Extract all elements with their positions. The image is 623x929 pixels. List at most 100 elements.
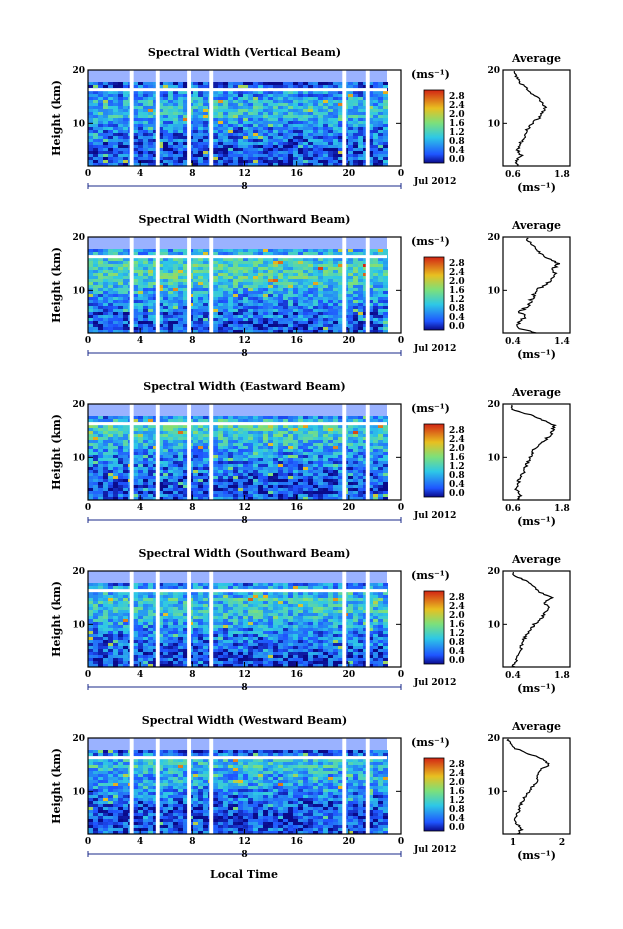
heatmap-cell bbox=[308, 437, 313, 440]
heatmap-cell bbox=[258, 279, 263, 282]
heatmap-cell bbox=[233, 130, 238, 133]
heatmap-cell bbox=[308, 252, 313, 255]
heatmap-cell bbox=[318, 431, 323, 434]
heatmap-cell bbox=[218, 425, 223, 428]
heatmap-cell bbox=[268, 112, 273, 115]
heatmap-cell bbox=[333, 273, 338, 276]
heatmap-cell bbox=[143, 112, 148, 115]
heatmap-cell bbox=[223, 252, 228, 255]
heatmap-cell bbox=[253, 142, 258, 145]
heatmap-cell bbox=[348, 249, 353, 252]
heatmap-cell bbox=[338, 151, 343, 154]
heatmap-cell bbox=[143, 464, 148, 467]
heatmap-cell bbox=[158, 124, 163, 127]
heatmap-cell bbox=[348, 494, 353, 497]
heatmap-cell bbox=[263, 309, 268, 312]
heatmap-cell bbox=[353, 479, 358, 482]
heatmap-cell bbox=[158, 479, 163, 482]
heatmap-cell bbox=[193, 157, 198, 160]
heatmap-cell bbox=[158, 449, 163, 452]
heatmap-cell bbox=[198, 473, 203, 476]
heatmap-cell bbox=[108, 163, 113, 166]
heatmap-cell bbox=[93, 300, 98, 303]
heatmap-cell bbox=[233, 252, 238, 255]
heatmap-cell bbox=[103, 488, 108, 491]
heatmap-cell bbox=[218, 327, 223, 330]
heatmap-cell bbox=[168, 106, 173, 109]
heatmap-cell bbox=[348, 118, 353, 121]
heatmap-cell bbox=[338, 115, 343, 118]
heatmap-cell bbox=[313, 163, 318, 166]
heatmap-cell bbox=[93, 288, 98, 291]
heatmap-cell bbox=[293, 127, 298, 130]
heatmap-cell bbox=[153, 282, 158, 285]
heatmap-cell bbox=[168, 479, 173, 482]
heatmap-cell bbox=[193, 491, 198, 494]
heatmap-cell bbox=[278, 258, 283, 261]
heatmap-cell bbox=[263, 139, 268, 142]
heatmap-cell bbox=[218, 318, 223, 321]
heatmap-cell bbox=[303, 157, 308, 160]
heatmap-cell bbox=[378, 85, 383, 88]
heatmap-cell bbox=[148, 145, 153, 148]
heatmap-cell bbox=[268, 148, 273, 151]
heatmap-cell bbox=[163, 479, 168, 482]
heatmap-cell bbox=[383, 109, 388, 112]
heatmap-cell bbox=[143, 94, 148, 97]
heatmap-cell bbox=[268, 485, 273, 488]
heatmap-cell bbox=[268, 94, 273, 97]
heatmap-cell bbox=[308, 121, 313, 124]
heatmap-cell bbox=[223, 282, 228, 285]
heatmap-cell bbox=[183, 109, 188, 112]
heatmap-cell bbox=[113, 157, 118, 160]
heatmap-cell bbox=[238, 452, 243, 455]
heatmap-cell bbox=[328, 264, 333, 267]
heatmap-cell bbox=[163, 142, 168, 145]
heatmap-cell bbox=[138, 85, 143, 88]
heatmap-cell bbox=[273, 133, 278, 136]
heatmap-cell bbox=[203, 97, 208, 100]
heatmap-cell bbox=[263, 425, 268, 428]
heatmap-cell bbox=[248, 437, 253, 440]
heatmap-cell bbox=[108, 303, 113, 306]
heatmap-cell bbox=[308, 470, 313, 473]
heatmap-cell bbox=[348, 276, 353, 279]
heatmap-cell bbox=[183, 118, 188, 121]
heatmap-cell bbox=[108, 127, 113, 130]
heatmap-cell bbox=[173, 258, 178, 261]
heatmap-cell bbox=[193, 115, 198, 118]
heatmap-cell bbox=[353, 258, 358, 261]
heatmap-cell bbox=[338, 82, 343, 85]
heatmap-cell bbox=[218, 315, 223, 318]
heatmap-cell bbox=[253, 303, 258, 306]
heatmap-cell bbox=[233, 139, 238, 142]
heatmap-cell bbox=[328, 261, 333, 264]
heatmap-cell bbox=[198, 94, 203, 97]
heatmap-cell bbox=[288, 115, 293, 118]
heatmap-cell bbox=[153, 297, 158, 300]
heatmap-cell bbox=[313, 446, 318, 449]
heatmap-cell bbox=[268, 491, 273, 494]
heatmap-cell bbox=[93, 100, 98, 103]
heatmap-cell bbox=[98, 163, 103, 166]
heatmap-cell bbox=[118, 121, 123, 124]
heatmap-cell bbox=[243, 461, 248, 464]
heatmap-cell bbox=[123, 324, 128, 327]
heatmap-cell bbox=[113, 303, 118, 306]
heatmap-cell bbox=[138, 485, 143, 488]
heatmap-cell bbox=[228, 416, 233, 419]
heatmap-cell bbox=[303, 288, 308, 291]
heatmap-cell bbox=[258, 458, 263, 461]
heatmap-cell bbox=[293, 476, 298, 479]
heatmap-cell bbox=[378, 121, 383, 124]
heatmap-cell bbox=[98, 297, 103, 300]
heatmap-cell bbox=[338, 464, 343, 467]
heatmap-cell bbox=[373, 270, 378, 273]
heatmap-cell bbox=[158, 258, 163, 261]
heatmap-cell bbox=[88, 437, 93, 440]
heatmap-cell bbox=[193, 461, 198, 464]
heatmap-cell bbox=[178, 467, 183, 470]
heatmap-cell bbox=[93, 482, 98, 485]
heatmap-cell bbox=[333, 103, 338, 106]
heatmap-cell bbox=[108, 115, 113, 118]
